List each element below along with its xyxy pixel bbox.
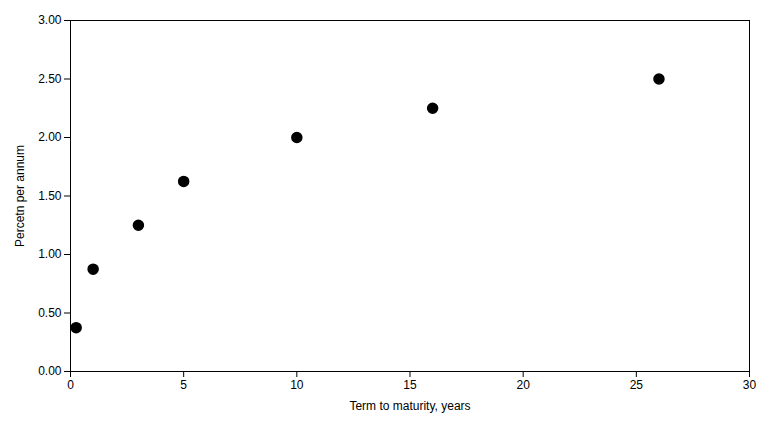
svg-text:1.00: 1.00 (38, 247, 62, 261)
svg-text:25: 25 (630, 378, 644, 392)
svg-text:5: 5 (180, 378, 187, 392)
svg-text:0.50: 0.50 (38, 306, 62, 320)
svg-text:Percetn per annum: Percetn per annum (13, 145, 27, 247)
svg-text:20: 20 (516, 378, 530, 392)
svg-text:0: 0 (67, 378, 74, 392)
svg-text:1.50: 1.50 (38, 189, 62, 203)
svg-text:2.50: 2.50 (38, 72, 62, 86)
svg-text:15: 15 (403, 378, 417, 392)
svg-text:3.00: 3.00 (38, 13, 62, 27)
svg-text:0.00: 0.00 (38, 364, 62, 378)
svg-text:Term to maturity, years: Term to maturity, years (349, 399, 470, 413)
svg-text:10: 10 (290, 378, 304, 392)
svg-text:2.00: 2.00 (38, 130, 62, 144)
svg-text:30: 30 (743, 378, 757, 392)
